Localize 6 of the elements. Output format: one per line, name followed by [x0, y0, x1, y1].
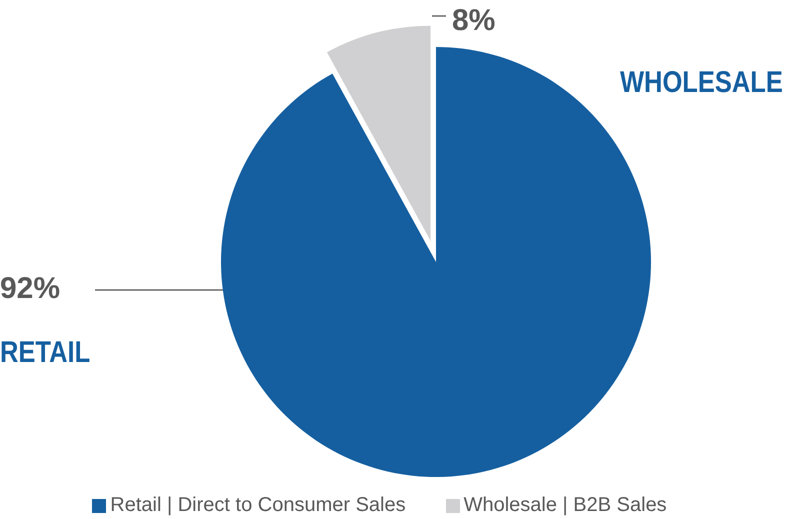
data-label: 8% — [452, 4, 496, 37]
legend-label: Retail | Direct to Consumer Sales — [110, 494, 406, 516]
text: WHOLESALE — [620, 65, 783, 98]
text: RETAIL — [0, 335, 90, 368]
data-label: 92% — [0, 272, 60, 305]
legend-label: Wholesale | B2B Sales — [464, 494, 667, 516]
